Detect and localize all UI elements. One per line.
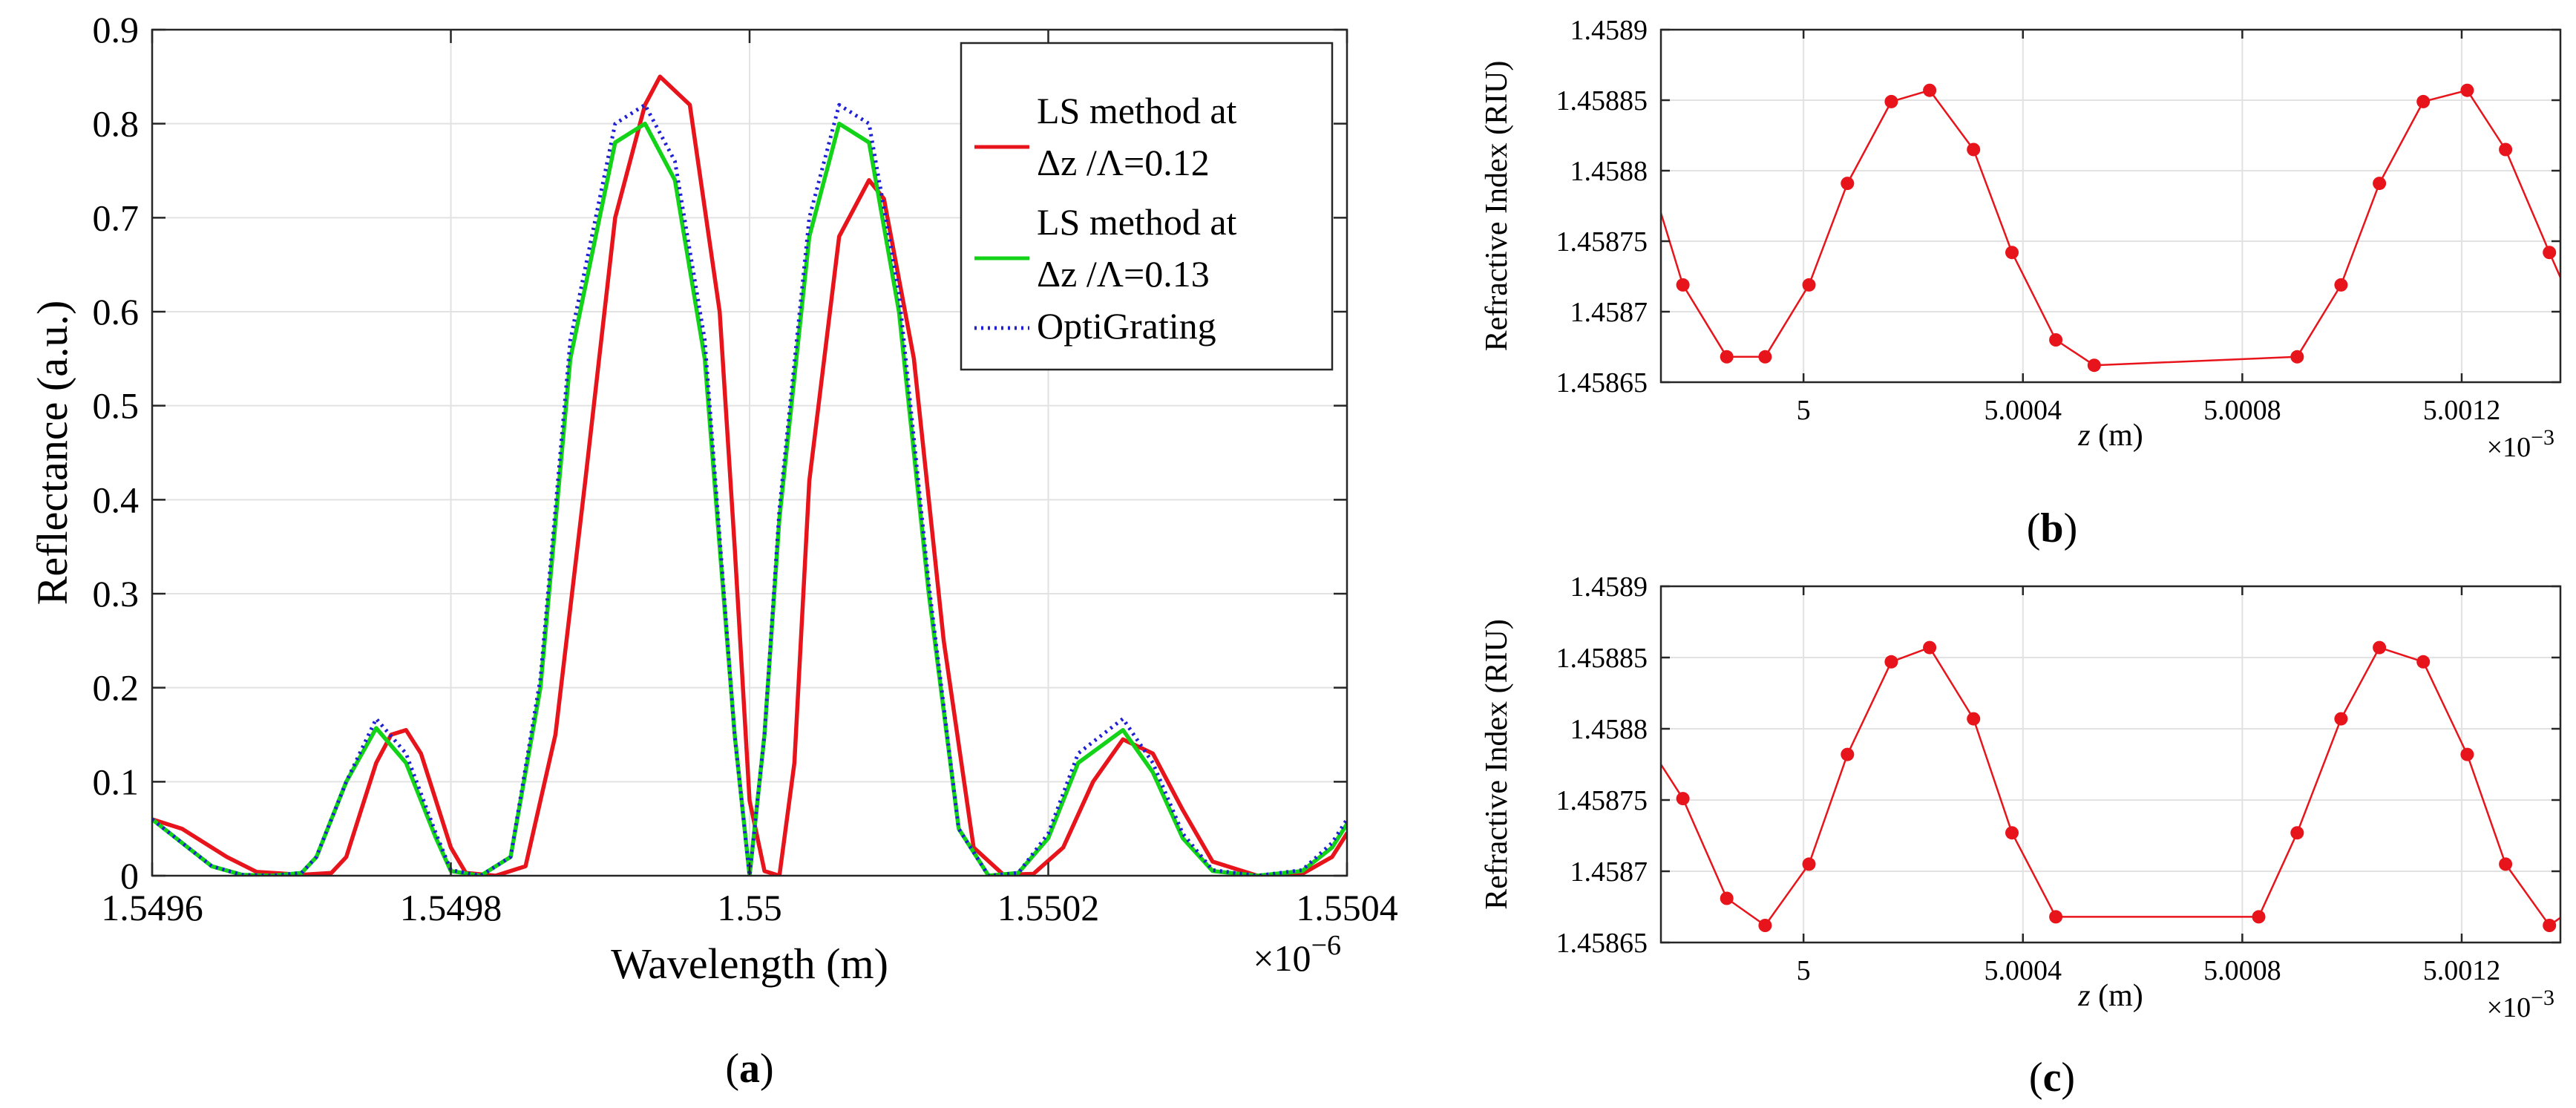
y-axis-title: Refractive Index (RIU): [1480, 61, 1514, 352]
data-point: [1884, 94, 1898, 108]
data-point: [2334, 278, 2348, 292]
plot-frame: [1659, 585, 2562, 944]
y-tick-label: 0.8: [93, 103, 140, 145]
panel-b-refractive-index-chart: 5 5.0004 5.0008 5.0012 1.45865 1.4587 1.45875 1…: [1480, 15, 2562, 551]
y-axis-title: Reflectance (a.u.): [28, 301, 76, 606]
data-point: [1720, 891, 1734, 905]
y-tick-label: 1.4588: [1570, 156, 1648, 187]
y-tick-label: 1.4588: [1570, 714, 1648, 745]
data-point: [2416, 655, 2431, 669]
data-point: [2460, 83, 2474, 97]
data-point: [2499, 857, 2513, 871]
legend-box: [960, 42, 1334, 371]
x-axis-title: z (m): [2077, 419, 2143, 453]
legend-label-line2: Δz /Λ=0.13: [1037, 253, 1210, 295]
y-tick-label: 1.45885: [1556, 85, 1648, 117]
y-tick-label: 0.4: [93, 479, 140, 520]
data-point: [2005, 246, 2019, 260]
data-point: [1758, 350, 1772, 364]
y-tick-label: 1.45885: [1556, 643, 1648, 674]
x-tick-label: 5.0008: [2203, 955, 2281, 986]
y-tick-label: 0.3: [93, 573, 140, 614]
y-axis-title: Refractive Index (RIU): [1480, 619, 1514, 910]
y-tick-label: 1.4589: [1570, 571, 1648, 603]
data-point: [1802, 278, 1816, 292]
data-point: [1802, 857, 1816, 871]
data-point: [2543, 919, 2557, 932]
data-point: [1967, 142, 1981, 157]
x-tick-label: 5: [1797, 395, 1811, 426]
series-line-1: [152, 74, 1347, 876]
legend-label: LS method at: [1037, 90, 1237, 131]
series-line-2: [152, 121, 1347, 876]
x-tick-label: 1.5496: [101, 887, 203, 928]
y-tick-label: 1.4587: [1570, 856, 1648, 888]
legend-label-line2: Δz /Λ=0.12: [1037, 142, 1210, 183]
y-tick-label: 0.6: [93, 291, 140, 332]
x-tick-label: 1.55: [717, 887, 782, 928]
y-tick-label: 0.5: [93, 385, 140, 427]
data-point: [1923, 640, 1937, 655]
x-tick-label: 5.0012: [2423, 955, 2501, 986]
panel-caption: (c): [2029, 1055, 2075, 1101]
y-tick-label: 0.2: [93, 667, 140, 709]
data-point: [2005, 826, 2019, 840]
x-tick-label: 5.0008: [2203, 395, 2281, 426]
data-point: [2290, 826, 2304, 840]
y-tick-label: 0.1: [93, 761, 140, 802]
data-point: [1967, 712, 1981, 726]
data-point: [1758, 919, 1772, 932]
panel-c-refractive-index-chart: 5 5.0004 5.0008 5.0012 1.45865 1.4587 1.45875 1…: [1480, 571, 2562, 1101]
plot-frame: [1659, 28, 2562, 384]
data-point: [2416, 94, 2431, 108]
panel-a-reflectance-chart: 1.5496 1.5498 1.55 1.5502 1.5504 0 0.1 0.2 0.3 0.…: [28, 9, 1398, 1092]
x-tick-label: 5.0012: [2423, 395, 2501, 426]
y-tick-label: 1.45865: [1556, 367, 1648, 399]
series-line-1: [1661, 646, 2560, 927]
x-tick-label: 5: [1797, 955, 1811, 986]
y-tick-label: 1.4589: [1570, 15, 1648, 46]
y-tick-label: 1.45875: [1556, 226, 1648, 258]
y-tick-label: 1.4587: [1570, 297, 1648, 328]
data-point: [2290, 350, 2304, 364]
panel-caption: (a): [725, 1046, 773, 1092]
data-point: [1720, 350, 1734, 364]
x-axis-title: z (m): [2077, 979, 2143, 1013]
data-point: [2049, 333, 2063, 347]
y-tick-label: 0.7: [93, 197, 140, 238]
y-tick-label: 0: [120, 855, 139, 896]
data-point: [1676, 278, 1690, 292]
data-point: [2373, 177, 2387, 191]
data-point: [2087, 358, 2101, 373]
y-tick-label: 0.9: [93, 9, 140, 50]
data-point: [1841, 177, 1855, 191]
data-point: [1923, 83, 1937, 97]
legend: LS method at Δz /Λ=0.12 LS method at Δz /Λ=…: [960, 42, 1334, 371]
data-point: [2499, 142, 2513, 157]
x-tick-label: 5.0004: [1985, 395, 2062, 426]
x-tick-label: 5.0004: [1985, 955, 2062, 986]
legend-label: LS method at: [1037, 201, 1237, 243]
data-point: [1884, 655, 1898, 669]
legend-label: OptiGrating: [1037, 305, 1216, 347]
panel-caption: (b): [2027, 505, 2077, 551]
x-tick-label: 1.5504: [1296, 887, 1398, 928]
x-tick-label: 1.5498: [400, 887, 502, 928]
y-tick-label: 1.45875: [1556, 785, 1648, 816]
data-point: [2049, 910, 2063, 924]
data-point: [2252, 910, 2266, 924]
data-point: [2373, 640, 2387, 655]
data-point: [2543, 246, 2557, 260]
data-point: [1676, 792, 1690, 806]
data-point: [1841, 747, 1855, 761]
data-point: [2334, 712, 2348, 726]
y-tick-label: 1.45865: [1556, 928, 1648, 959]
x-axis-title: Wavelength (m): [611, 940, 888, 988]
x-tick-label: 1.5502: [997, 887, 1100, 928]
data-point: [2460, 747, 2474, 761]
